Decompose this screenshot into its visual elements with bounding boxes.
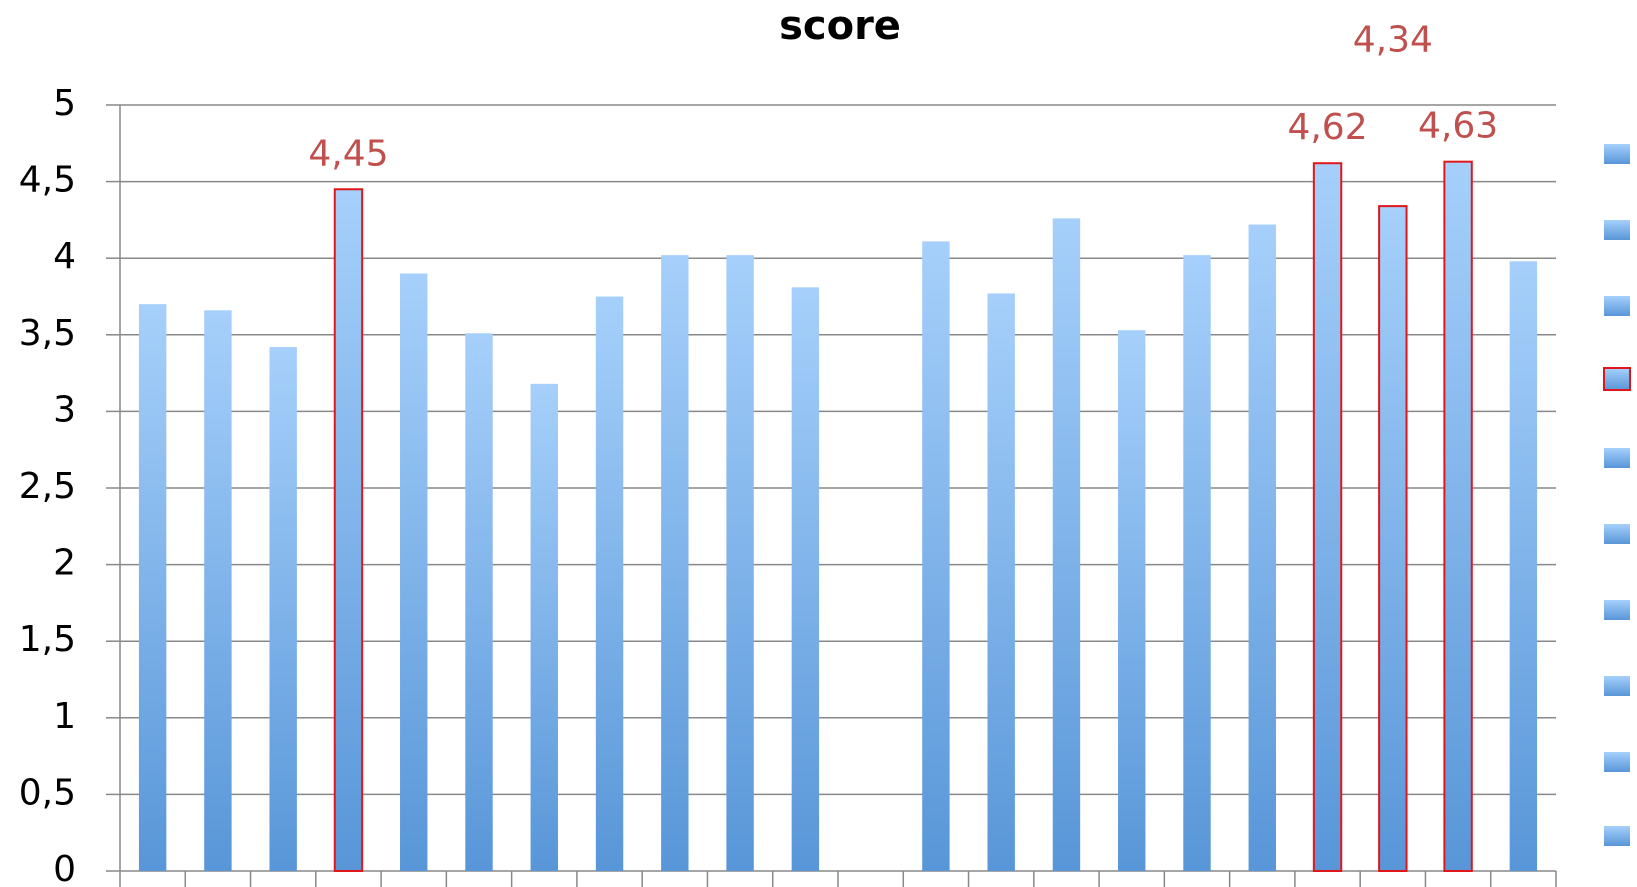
y-tick-label: 2,5	[19, 466, 76, 507]
legend-swatch	[1604, 524, 1630, 544]
legend-swatch	[1604, 144, 1630, 164]
legend-swatch	[1604, 826, 1630, 846]
bar	[204, 310, 232, 872]
bar	[1118, 330, 1146, 872]
bar	[333, 188, 364, 872]
legend	[1603, 144, 1631, 846]
legend-swatch	[1604, 220, 1630, 240]
bar	[1183, 255, 1211, 872]
y-tick-label: 0	[53, 849, 76, 887]
y-tick-label: 3,5	[19, 313, 76, 354]
legend-swatch	[1604, 676, 1630, 696]
bar	[269, 347, 297, 871]
data-label: 4,62	[1287, 107, 1367, 148]
data-label: 4,45	[308, 133, 388, 174]
y-tick-label: 1,5	[19, 619, 76, 660]
y-tick-label: 4	[53, 236, 76, 277]
y-tick-label: 1	[53, 696, 76, 737]
legend-swatch	[1604, 448, 1630, 468]
bar	[1443, 160, 1473, 872]
bar	[922, 241, 950, 871]
bar	[465, 333, 493, 871]
bar	[400, 273, 428, 871]
bar	[1378, 205, 1408, 872]
bar	[1312, 162, 1343, 872]
y-tick-label: 2	[53, 543, 76, 584]
chart-title: score	[779, 3, 901, 49]
bar	[1509, 261, 1538, 871]
y-tick-label: 4,5	[19, 160, 76, 201]
bar	[661, 255, 689, 872]
bar	[595, 296, 624, 871]
data-label: 4,34	[1353, 20, 1433, 61]
legend-swatch	[1604, 752, 1630, 772]
legend-swatch	[1603, 367, 1631, 391]
data-label: 4,63	[1418, 106, 1498, 147]
bar	[138, 304, 167, 871]
bar	[1248, 224, 1276, 872]
legend-swatch	[1604, 296, 1630, 316]
bar	[530, 383, 558, 871]
y-tick-label: 3	[53, 389, 76, 430]
bar	[1052, 218, 1081, 872]
bar	[987, 293, 1015, 871]
bar	[726, 255, 754, 872]
y-tick-label: 5	[53, 83, 76, 124]
legend-swatch	[1604, 600, 1630, 620]
y-tick-label: 0,5	[19, 772, 76, 813]
bar	[791, 287, 820, 872]
